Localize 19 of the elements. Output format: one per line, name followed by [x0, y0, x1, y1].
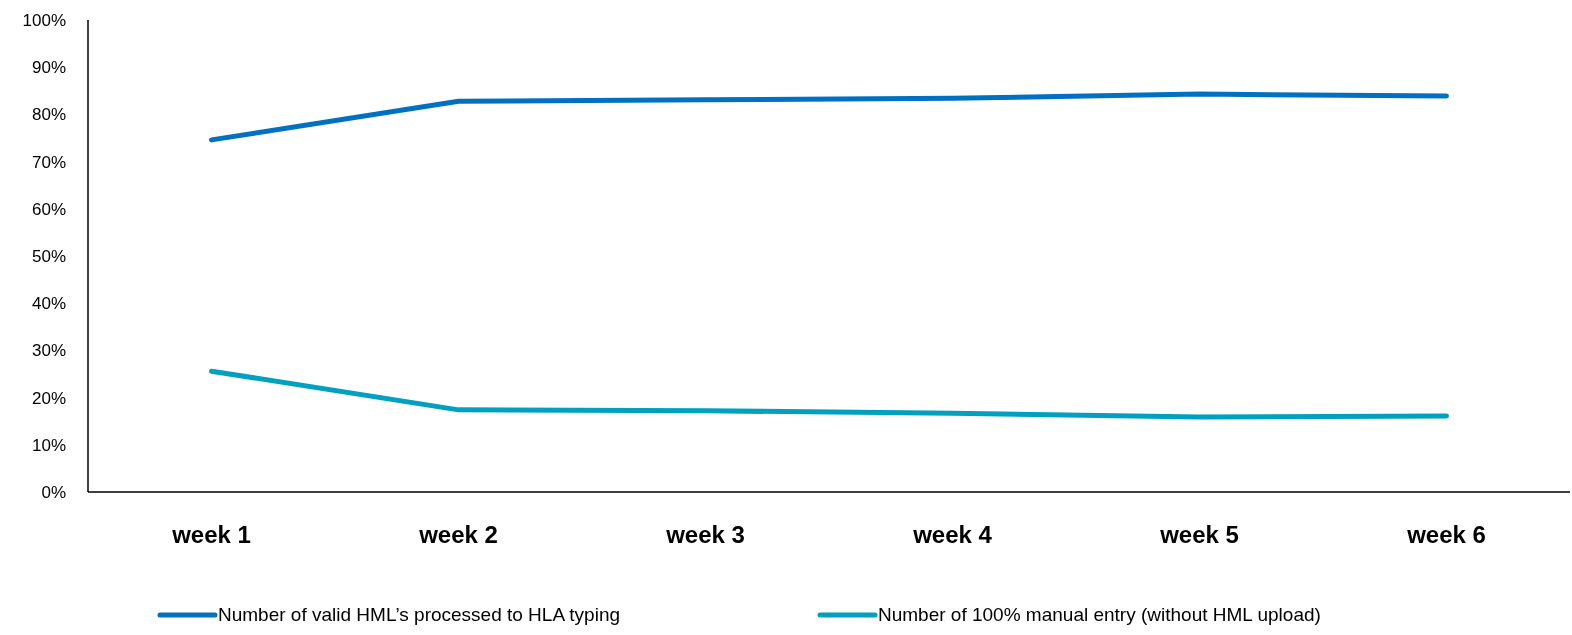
x-tick-label: week 1	[171, 521, 251, 548]
y-tick-label: 0%	[41, 482, 66, 502]
x-tick-label: week 5	[1159, 521, 1239, 548]
y-tick-label: 90%	[31, 58, 66, 78]
x-tick-label: week 4	[912, 521, 993, 548]
x-tick-label: week 6	[1406, 521, 1486, 548]
x-tick-label: week 3	[665, 521, 745, 548]
x-tick-label: week 2	[418, 521, 498, 548]
y-tick-label: 10%	[31, 435, 66, 455]
y-tick-label: 70%	[31, 152, 66, 172]
y-tick-label: 60%	[31, 199, 66, 219]
y-tick-label: 40%	[31, 294, 66, 314]
y-tick-label: 100%	[22, 10, 66, 30]
y-tick-label: 80%	[31, 105, 66, 125]
legend-label: Number of valid HML’s processed to HLA typing	[218, 604, 621, 625]
legend-label: Number of 100% manual entry (without HML upload)	[878, 604, 1321, 625]
y-tick-label: 30%	[31, 341, 66, 361]
y-tick-label: 50%	[31, 246, 66, 266]
y-tick-label: 20%	[31, 388, 66, 408]
